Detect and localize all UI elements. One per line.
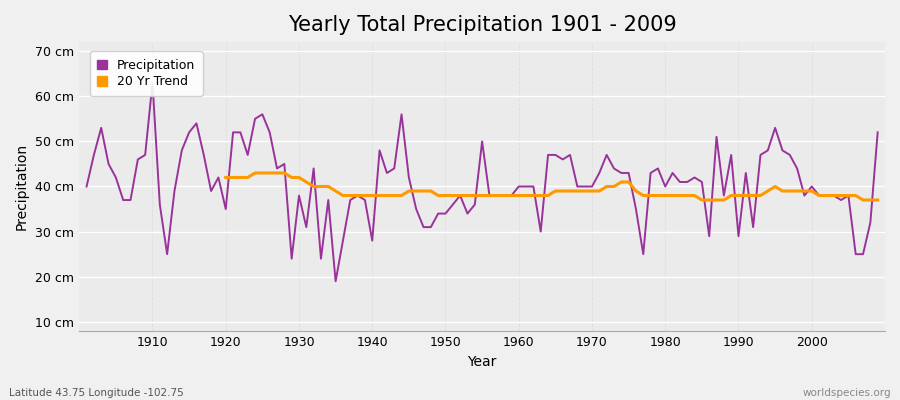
Text: worldspecies.org: worldspecies.org	[803, 388, 891, 398]
Y-axis label: Precipitation: Precipitation	[15, 143, 29, 230]
Title: Yearly Total Precipitation 1901 - 2009: Yearly Total Precipitation 1901 - 2009	[288, 15, 677, 35]
Text: Latitude 43.75 Longitude -102.75: Latitude 43.75 Longitude -102.75	[9, 388, 184, 398]
Legend: Precipitation, 20 Yr Trend: Precipitation, 20 Yr Trend	[89, 51, 202, 96]
X-axis label: Year: Year	[467, 355, 497, 369]
